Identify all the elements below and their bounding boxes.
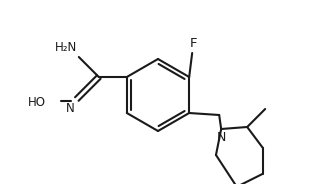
Text: N: N [216, 131, 226, 144]
Text: HO: HO [28, 95, 46, 109]
Text: H₂N: H₂N [55, 41, 77, 54]
Text: N: N [66, 102, 75, 115]
Text: F: F [189, 37, 197, 50]
